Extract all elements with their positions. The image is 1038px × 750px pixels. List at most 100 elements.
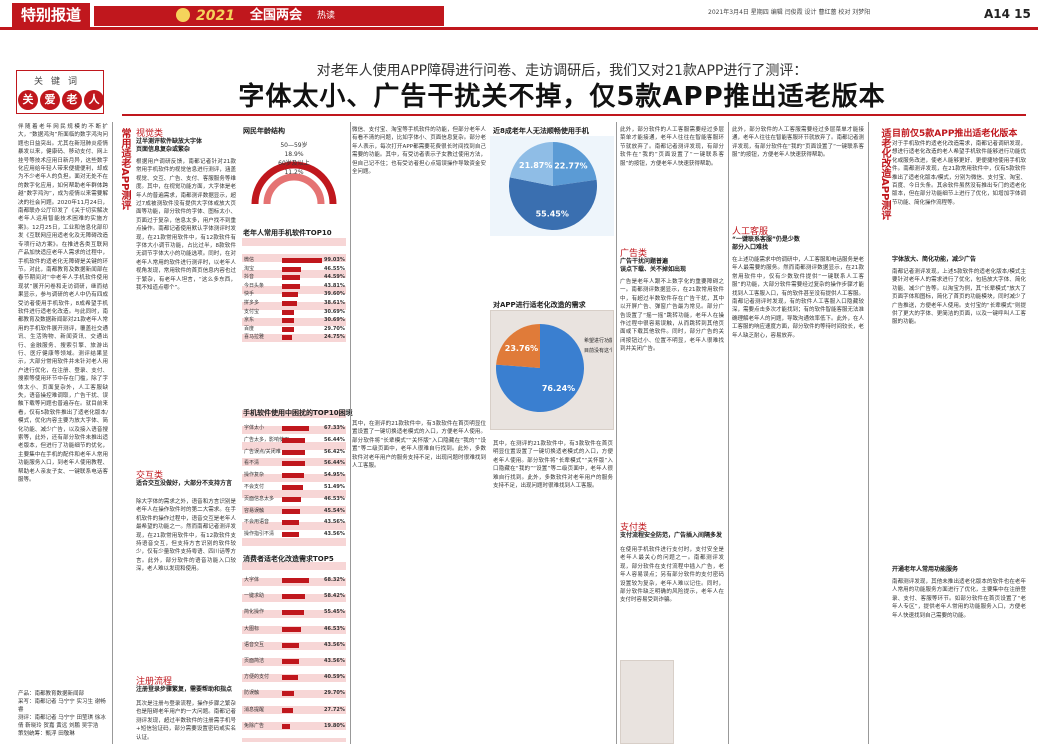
- section-head-ad: 广告类: [620, 249, 648, 259]
- pie-value: 21.87%: [519, 161, 552, 170]
- event-name: 全国两会: [250, 8, 303, 23]
- age-label-group: 50—59岁 18.9% 60岁及以上 11.2%: [266, 141, 322, 177]
- bar-value: 56.42%: [324, 448, 345, 455]
- bar-row: 操作复杂 54.95%: [244, 471, 345, 479]
- bar-track: [282, 610, 322, 616]
- bar-label: 页面信息太多: [244, 495, 275, 502]
- section-head-pay: 支付类: [620, 523, 648, 533]
- col5-text-a: 对于手机软件的适老化改造需求，南都记者调研发现，想进行适老化改造的老人希望手机软…: [892, 141, 1026, 206]
- bar-value: 19.80%: [324, 722, 345, 729]
- bar-track: [282, 496, 322, 502]
- keyword-char: 关: [18, 90, 38, 110]
- section-sub-ad: 广告干扰问题普遍 误点下载、关不掉如出现: [620, 258, 687, 273]
- bar-row: 操作指引不清 43.56%: [244, 530, 345, 538]
- bar-row: 广告误点/关闭难 56.42%: [244, 448, 345, 456]
- bar-row: 淘宝 46.55%: [244, 265, 345, 273]
- pie-value: 55.45%: [536, 209, 569, 218]
- chart-title: 手机软件使用中困扰的TOP10困境: [243, 409, 353, 417]
- bar: [282, 326, 294, 332]
- section-sub-visual: 过半测评软件缺放大字体 页面信息复杂或繁杂: [136, 138, 203, 153]
- bar-label: 字体太小: [244, 425, 265, 431]
- col3-text-b: 其中，在测评的21款软件中，有3款软件在首页明显位置设置了一键切换适老模式的入口…: [352, 421, 486, 470]
- bar-row: 看不清 56.44%: [244, 459, 345, 467]
- chart-needs: 大字体 68.32% 一键求助 58.42% 简化操作 55.45% 大图标 46.53% 语音…: [244, 576, 345, 740]
- section-sub-register: 注册登录步骤繁复，需要帮助和指点: [136, 686, 233, 693]
- bar-label: 喜马拉雅: [244, 334, 265, 341]
- section-head-visual: 视觉类: [136, 129, 164, 139]
- bar-value: 27.72%: [324, 706, 345, 713]
- col3-text-a: 微信、支付宝、淘宝等手机软件的功能，但部分老年人有看不清的问题，比如字体小、页面…: [352, 127, 486, 176]
- bar-value: 44.59%: [324, 274, 345, 281]
- section-text-ad: 广告是老年人跟不上数字化的重要障碍之一。南都测评数据显示，在21款常用软件中，有…: [620, 279, 724, 353]
- bar-track: [282, 508, 322, 514]
- bar-label: 抖音: [244, 274, 255, 281]
- pie-slice: [553, 142, 597, 186]
- article-kicker: 对老年人使用APP障碍进行问卷、走访调研后，我们又对21款APP进行了测评：: [316, 63, 808, 79]
- bar-label: 淘宝: [244, 265, 255, 272]
- section-sub-service: “一键联系客服”仍是少数 部分入口难找: [732, 236, 800, 251]
- bar-label: 拼多多: [244, 300, 260, 306]
- chart-bg: [242, 562, 346, 742]
- bar-label: 支付宝: [244, 308, 260, 315]
- section-head-aging: 目前仅5款APP推出适老化版本: [892, 129, 1018, 139]
- bar-label: 大图标: [244, 625, 260, 632]
- age-label: 60岁及以上: [278, 160, 310, 167]
- bar-label: 看不清: [244, 460, 260, 467]
- bar-track: [282, 691, 322, 697]
- event-year: 2021: [196, 8, 235, 24]
- headline-rule: [122, 114, 1026, 116]
- bar-row: 大图标 46.53%: [244, 625, 345, 633]
- bar-label: 页面简洁: [244, 658, 265, 664]
- bar: [282, 532, 300, 538]
- col5-text-b: 南都记者测评发现，上述5款软件的适老化版本/模式主要针对老年人的需求进行了优化，…: [892, 269, 1026, 326]
- bar-value: 46.55%: [324, 265, 345, 272]
- bar-track: [282, 283, 322, 289]
- column-divider: [868, 122, 869, 744]
- chart-title: 近8成老年人无法顺畅使用手机: [493, 127, 589, 135]
- bar: [282, 437, 305, 443]
- bar-row: 微信 99.03%: [244, 256, 345, 264]
- bar-track: [282, 437, 322, 443]
- bar-row: 方便的支付 40.59%: [244, 673, 345, 681]
- bar-label: 百度: [244, 325, 255, 332]
- bar-label: 快手: [244, 291, 255, 298]
- bar-label: 今日头条: [244, 282, 265, 289]
- bar-label: 免除广告: [244, 722, 265, 729]
- keyword-circles: 关 爱 老 人: [18, 90, 104, 110]
- bar-label: 简化操作: [244, 609, 265, 616]
- column-divider: [350, 122, 351, 744]
- pie-value: 22.77%: [554, 161, 587, 170]
- bar: [282, 426, 309, 431]
- bar-row: 防误触 29.70%: [244, 689, 345, 697]
- bar: [282, 473, 304, 479]
- bar: [282, 318, 295, 324]
- bar-label: 不会用语音: [244, 519, 270, 526]
- bar-value: 30.69%: [324, 308, 345, 315]
- section-head-register: 注册流程: [136, 677, 173, 687]
- bar-track: [282, 659, 322, 664]
- bar-track: [282, 626, 322, 632]
- bar-track: [282, 266, 322, 272]
- bar-label: 语音交互: [244, 641, 265, 648]
- bar-row: 抖音 44.59%: [244, 273, 345, 281]
- bar-row: 页面简洁 43.56%: [244, 657, 345, 665]
- pie-legend-label: 目前没有这个: [584, 347, 612, 354]
- bar-row: 百度 29.70%: [244, 325, 345, 333]
- pie-value: 76.24%: [542, 384, 575, 393]
- bar: [282, 258, 322, 263]
- bar-value: 40.59%: [324, 674, 345, 681]
- age-value: 18.9%: [284, 151, 304, 158]
- bar-value: 29.70%: [324, 325, 345, 332]
- bar-track: [282, 461, 322, 467]
- bar: [282, 520, 300, 526]
- bar-label: 操作指引不清: [244, 531, 275, 538]
- bar-value: 43.56%: [324, 641, 345, 648]
- bar-value: 56.44%: [324, 436, 345, 443]
- pie-chart-familiarity: 22.77% 55.45% 21.87%: [509, 142, 597, 230]
- bar: [282, 675, 299, 681]
- bar-label: 广告误点/关闭难: [244, 448, 281, 455]
- bar: [282, 642, 300, 648]
- bar-value: 39.60%: [324, 291, 345, 298]
- col5-sub1: 字体放大、简化功能，减少广告: [892, 256, 977, 263]
